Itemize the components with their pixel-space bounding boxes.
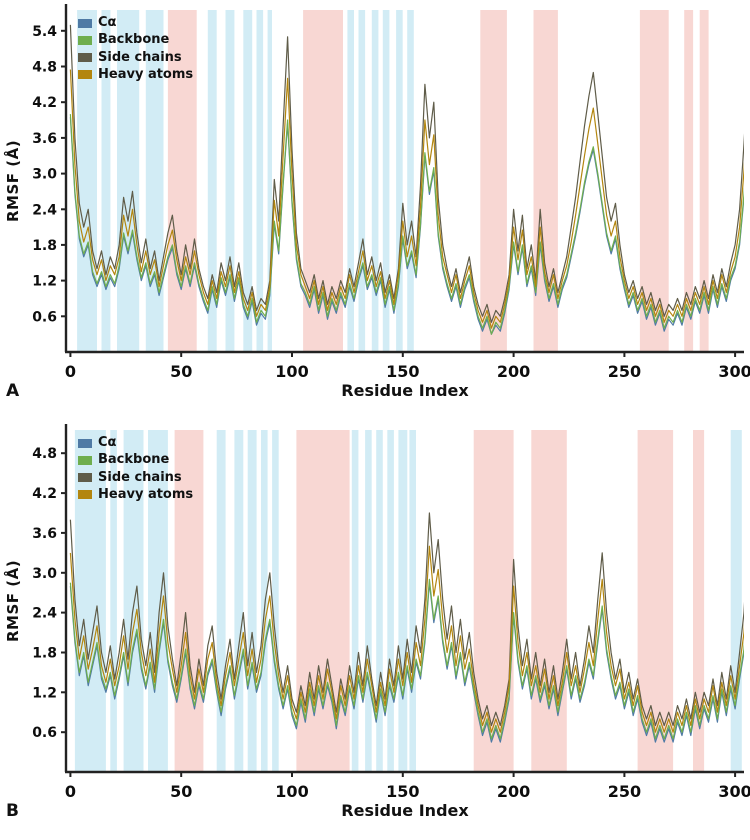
legend-item-side-chains: Side chains: [78, 50, 193, 66]
y-tick-label: 1.2: [32, 274, 57, 290]
legend-item-c-alpha: Cα: [78, 15, 193, 31]
panel-a: 0.6 1.2 1.8 2.4 3.0 3.6 4.2 4.8 5.4 0 50 100 150 200 2…: [4, 4, 750, 401]
y-tick-label: 3.0: [32, 167, 57, 183]
x-tick-label: 50: [170, 782, 192, 801]
y-axis-label: RMSF (Å): [4, 559, 22, 643]
c-alpha-swatch-icon: [78, 18, 92, 28]
series-side-chains: [69, 24, 744, 323]
y-tick-label: 3.6: [32, 526, 57, 542]
legend: Cα Backbone Side chains Heavy atoms: [78, 15, 193, 83]
y-tick-label: 4.2: [32, 486, 57, 502]
x-tick-label: 300: [718, 362, 750, 381]
x-tick-label: 250: [608, 362, 641, 381]
legend-item-backbone: Backbone: [78, 32, 193, 48]
x-tick-label: 200: [497, 782, 530, 801]
panel-letter-b: B: [6, 801, 19, 821]
legend-label: Cα: [98, 435, 117, 450]
x-tick-label: 100: [275, 782, 308, 801]
x-tick-label: 0: [65, 362, 76, 381]
legend-item-side-chains: Side chains: [78, 470, 193, 486]
side-chains-swatch-icon: [78, 473, 92, 483]
y-tick-label: 0.6: [32, 309, 57, 325]
y-tick-label: 0.6: [32, 725, 57, 741]
panel-b: 0.6 1.2 1.8 2.4 3.0 3.6 4.2 4.8 0 50 100 150 200 250 3…: [0, 420, 750, 840]
heavy-atoms-swatch-icon: [78, 70, 92, 80]
c-alpha-swatch-icon: [78, 438, 92, 448]
y-tick-label: 3.6: [32, 131, 57, 147]
x-tick-label: 150: [386, 362, 419, 381]
x-tick-label: 300: [718, 782, 750, 801]
x-axis-label: Residue Index: [341, 381, 469, 400]
legend-label: Side chains: [98, 469, 182, 485]
series-lines: [69, 512, 744, 743]
series-heavy-atoms: [69, 545, 744, 733]
backbone-swatch-icon: [78, 455, 92, 465]
series-backbone: [69, 578, 744, 740]
secondary-structure-bands: [74, 430, 742, 772]
y-tick-label: 5.4: [32, 24, 57, 40]
y-tick-label: 2.4: [32, 606, 57, 622]
y-tick-label: 1.8: [32, 646, 57, 662]
y-tick-label: 4.8: [32, 60, 57, 76]
y-tick-label: 3.0: [32, 566, 57, 582]
legend-label: Backbone: [98, 32, 170, 48]
rmsf-chart-a: 0.6 1.2 1.8 2.4 3.0 3.6 4.2 4.8 5.4 0 50 100 150 200 2…: [32, 4, 750, 381]
y-tick-label: 1.8: [32, 238, 57, 254]
legend-item-backbone: Backbone: [78, 452, 193, 468]
x-tick-label: 150: [386, 782, 419, 801]
rmsf-chart-b: 0.6 1.2 1.8 2.4 3.0 3.6 4.2 4.8 0 50 100 150 200 250 3…: [32, 424, 750, 801]
x-tick-label: 0: [65, 782, 76, 801]
series-heavy-atoms: [69, 69, 744, 329]
y-axis-label: RMSF (Å): [4, 139, 22, 223]
series-side-chains: [69, 512, 744, 727]
x-tick-label: 200: [497, 362, 530, 381]
legend-label: Cα: [98, 15, 117, 30]
legend-item-heavy-atoms: Heavy atoms: [78, 487, 193, 503]
y-tick-label: 4.2: [32, 95, 57, 111]
legend-label: Side chains: [98, 49, 182, 65]
legend-label: Backbone: [98, 452, 170, 468]
side-chains-swatch-icon: [78, 53, 92, 63]
y-tick-label: 4.8: [32, 446, 57, 462]
x-tick-label: 50: [170, 362, 192, 381]
panel-letter-a: A: [6, 381, 20, 401]
backbone-swatch-icon: [78, 35, 92, 45]
heavy-atoms-swatch-icon: [78, 490, 92, 500]
y-tick-label: 2.4: [32, 202, 57, 218]
legend-label: Heavy atoms: [98, 486, 194, 502]
series-lines: [69, 24, 744, 335]
secondary-structure-bands: [77, 10, 709, 352]
x-tick-label: 250: [608, 782, 641, 801]
y-tick-label: 1.2: [32, 685, 57, 701]
legend: Cα Backbone Side chains Heavy atoms: [78, 435, 193, 503]
legend-item-heavy-atoms: Heavy atoms: [78, 67, 193, 83]
x-axis-label: Residue Index: [341, 801, 469, 820]
legend-label: Heavy atoms: [98, 66, 194, 82]
legend-item-c-alpha: Cα: [78, 435, 193, 451]
x-tick-label: 100: [275, 362, 308, 381]
series-backbone: [69, 114, 744, 335]
